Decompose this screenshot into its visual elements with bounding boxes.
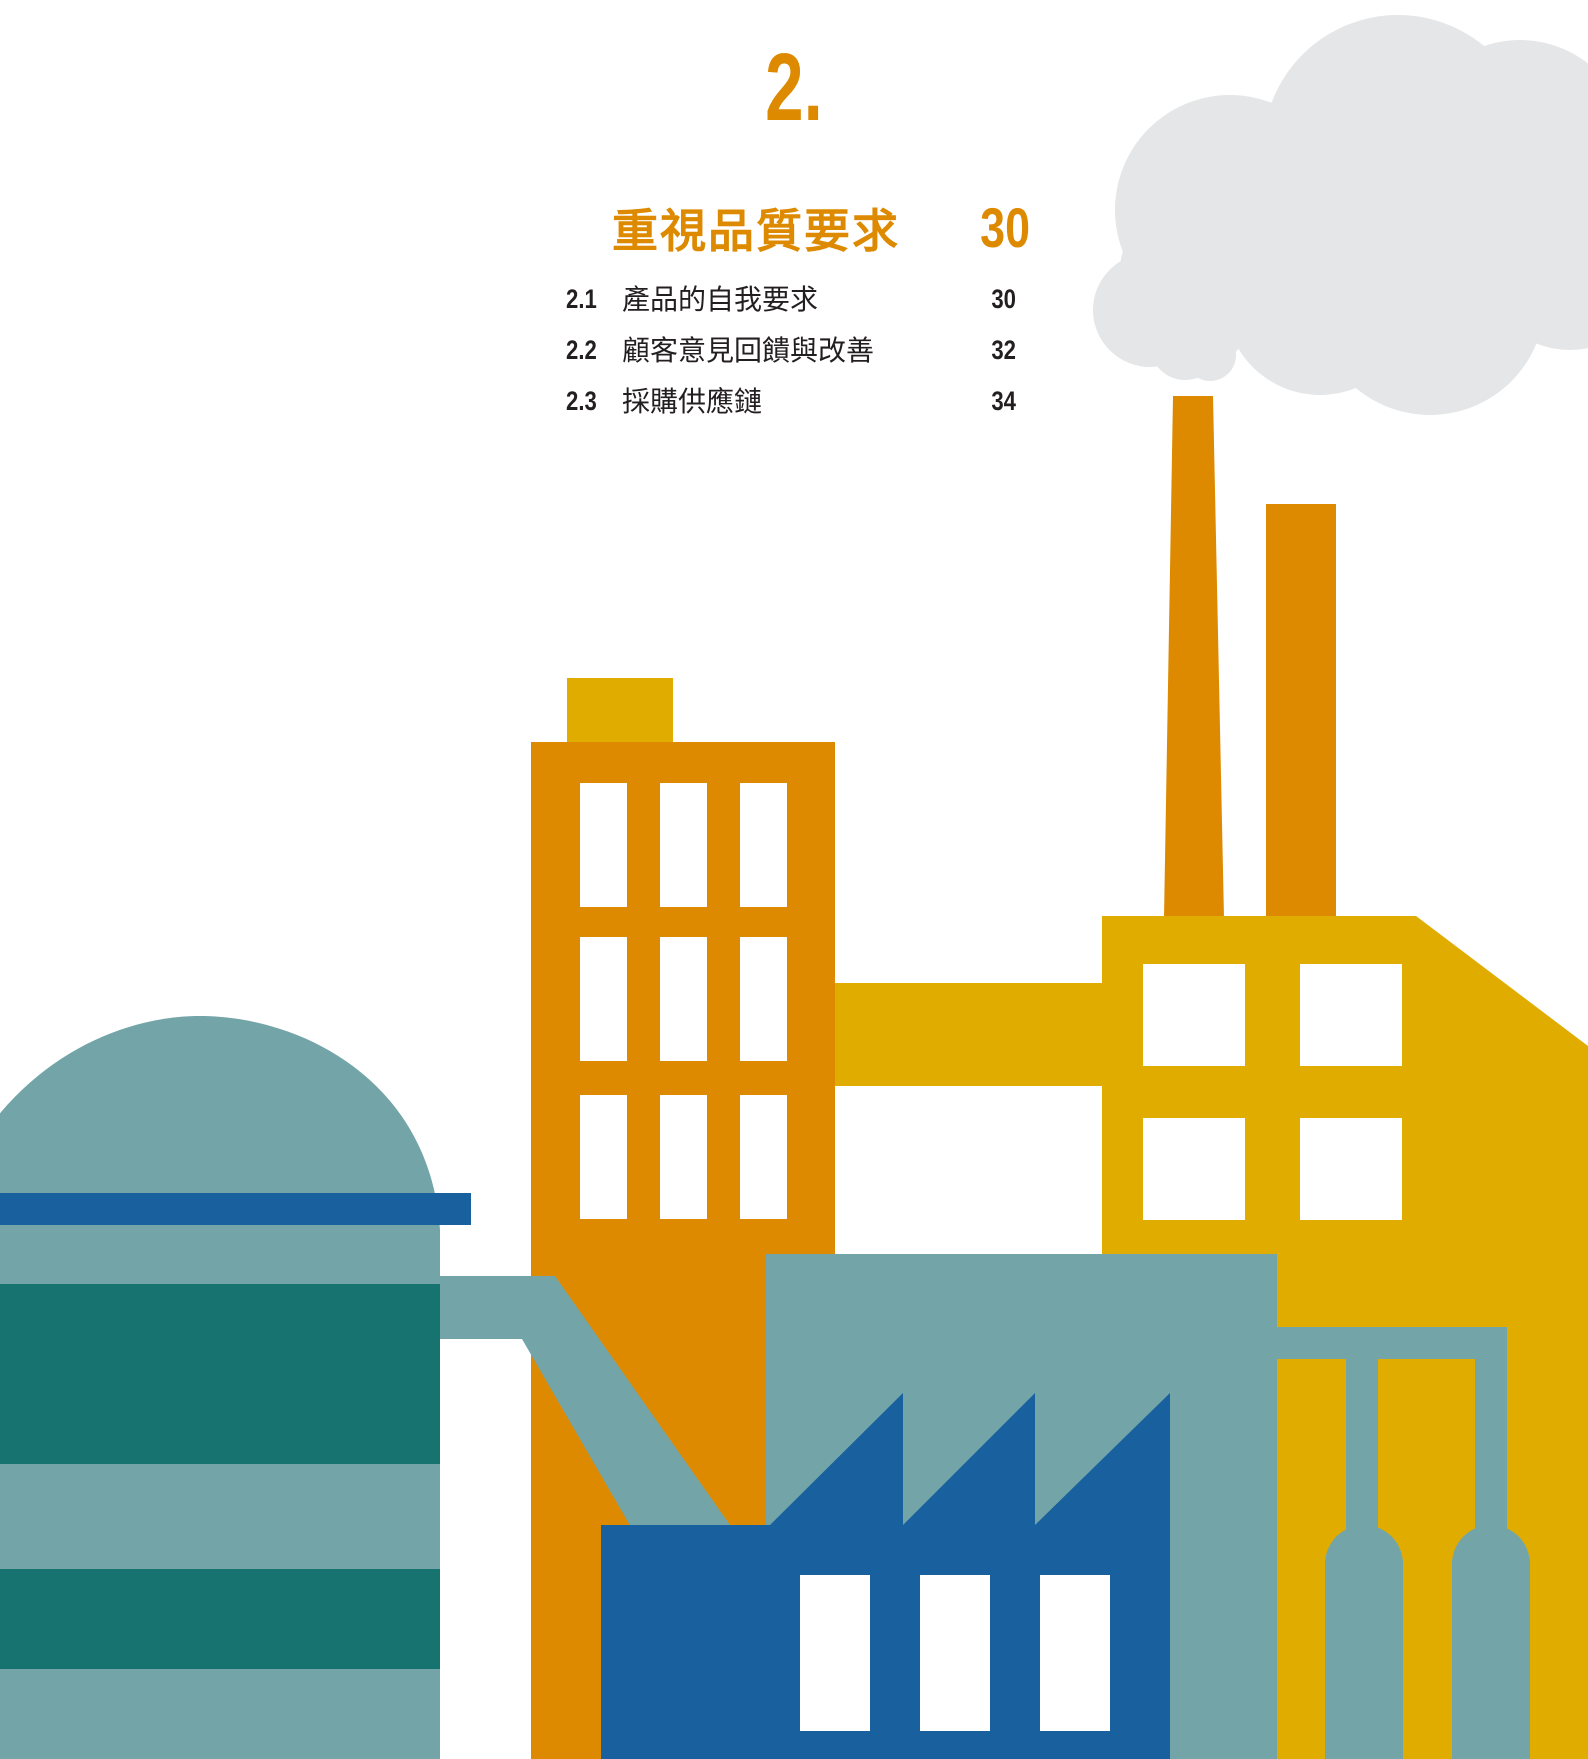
chapter-title: 重視品質要求 [612,204,900,258]
toc-item-number: 2.2 [566,335,597,365]
table-of-contents: 2.1 產品的自我要求 30 2.2 顧客意見回饋與改善 32 2.3 採購供應… [566,276,1016,429]
diagonal-pipe [430,1276,730,1560]
tower-top [567,678,673,743]
toc-item[interactable]: 2.3 採購供應鏈 34 [566,378,1016,429]
toc-item-number: 2.3 [566,386,597,416]
orange-tower-windows [580,783,787,1219]
toc-item-label: 產品的自我要求 [622,283,819,316]
yellow-bridge [834,983,1104,1086]
chapter-page-number: 30 [980,196,1030,259]
blue-factory-windows [800,1575,1110,1731]
teal-pipes [1277,1327,1530,1759]
storage-tank [0,1016,471,1759]
toc-item-page: 30 [991,284,1016,314]
chimney-right [1266,504,1336,918]
toc-item[interactable]: 2.1 產品的自我要求 30 [566,276,1016,327]
yellow-factory-windows [1143,964,1402,1220]
chapter-number: 2. [765,34,823,141]
blue-factory [601,1393,1170,1759]
smoke-cloud [1093,15,1588,415]
chimney-left [1164,396,1224,918]
toc-item[interactable]: 2.2 顧客意見回饋與改善 32 [566,327,1016,378]
toc-item-page: 34 [991,386,1016,416]
toc-item-page: 32 [991,335,1016,365]
toc-item-label: 採購供應鏈 [622,385,763,418]
toc-item-label: 顧客意見回饋與改善 [622,334,875,367]
toc-item-number: 2.1 [566,284,597,314]
